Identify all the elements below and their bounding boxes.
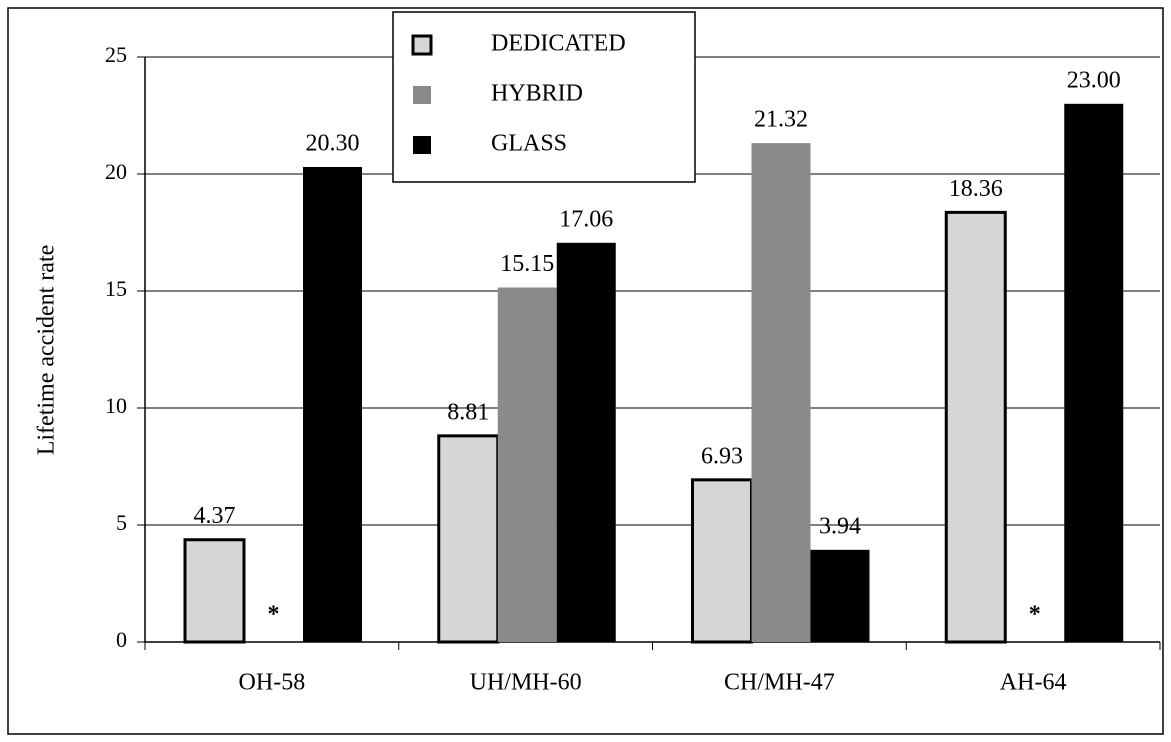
- y-tick-label: 5: [116, 510, 127, 535]
- value-label: 17.06: [559, 206, 613, 232]
- bar: [810, 549, 870, 642]
- bar: [751, 143, 811, 642]
- legend-swatch: [411, 34, 433, 56]
- y-tick-label: 15: [105, 276, 127, 301]
- y-tick-label: 0: [116, 627, 127, 652]
- legend-label: HYBRID: [491, 81, 583, 107]
- y-tick-label: 10: [105, 393, 127, 418]
- legend-swatch: [413, 136, 431, 154]
- legend-box: [392, 11, 696, 183]
- bar: [944, 210, 1007, 644]
- y-tick-label: 25: [105, 42, 127, 67]
- value-label: 3.94: [819, 513, 861, 539]
- bar: [1064, 103, 1124, 643]
- x-tick-label: OH-58: [239, 670, 306, 696]
- bar: [497, 287, 557, 642]
- legend-label: DEDICATED: [491, 31, 626, 57]
- bar: [556, 242, 616, 642]
- value-label: 15.15: [500, 251, 554, 277]
- value-label: 18.36: [949, 176, 1003, 202]
- bar: [183, 538, 246, 644]
- value-label: 6.93: [701, 443, 743, 469]
- value-label: 20.30: [306, 130, 360, 156]
- legend-swatch: [413, 86, 431, 104]
- x-tick-label: UH/MH-60: [470, 670, 582, 696]
- value-label: 23.00: [1067, 67, 1121, 93]
- value-label: 21.32: [754, 107, 808, 133]
- bar: [691, 478, 753, 644]
- x-tick-label: AH-64: [1000, 670, 1067, 696]
- y-axis-label: Lifetime accident rate: [34, 245, 60, 456]
- bar: [303, 166, 362, 643]
- y-tick-label: 20: [105, 159, 127, 184]
- missing-marker: *: [1029, 602, 1041, 628]
- value-label: 4.37: [194, 503, 236, 529]
- bar: [437, 434, 500, 644]
- legend-label: GLASS: [491, 131, 567, 157]
- value-label: 8.81: [447, 399, 489, 425]
- x-tick-label: CH/MH-47: [724, 670, 835, 696]
- missing-marker: *: [268, 602, 280, 628]
